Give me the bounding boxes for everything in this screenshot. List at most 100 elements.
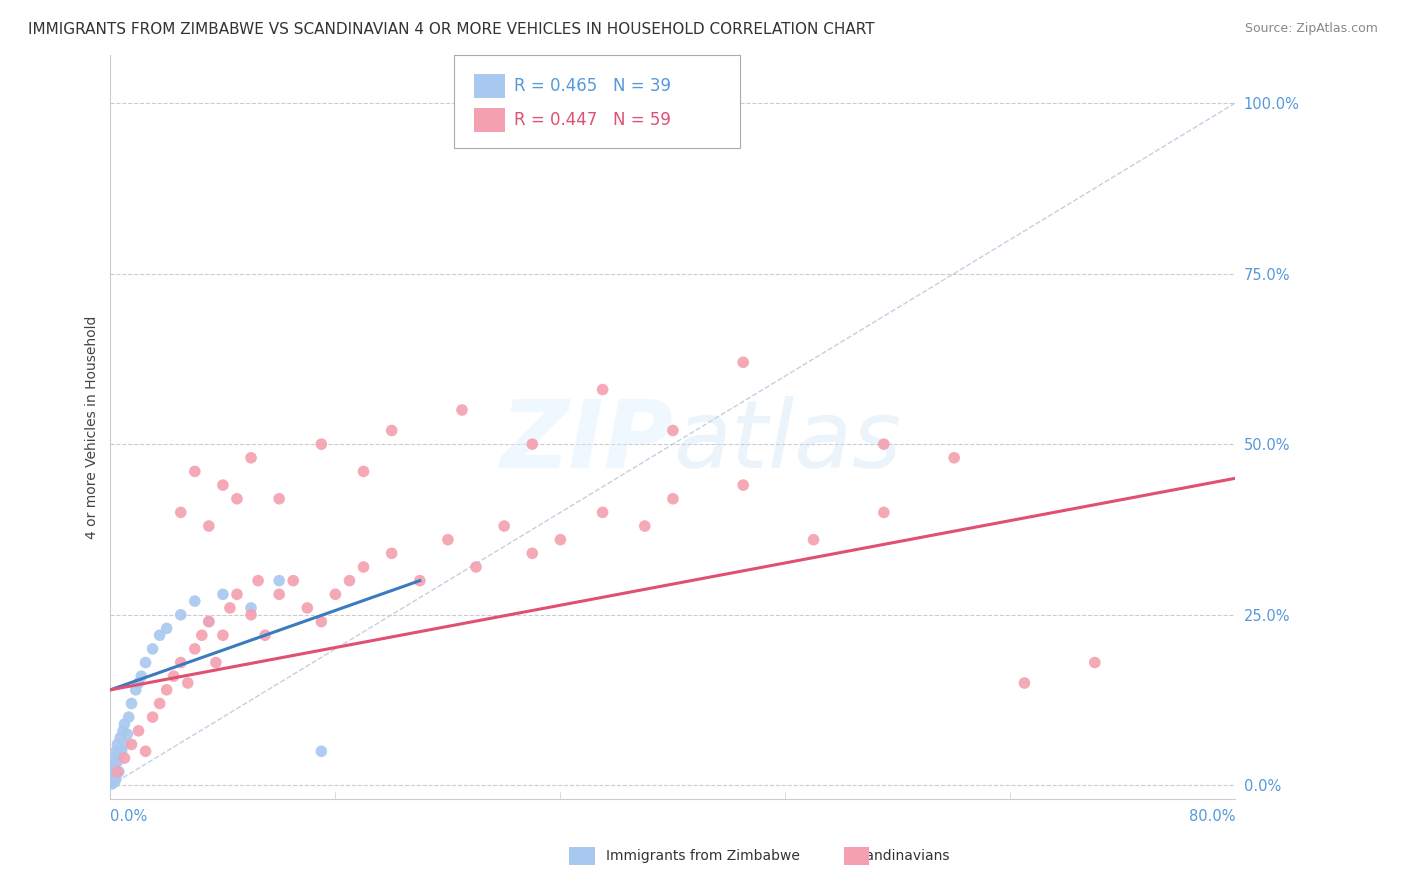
Point	[311, 437, 333, 451]
Point	[191, 628, 214, 642]
Point	[112, 723, 135, 738]
Point	[101, 777, 124, 791]
Point	[163, 669, 186, 683]
Point	[247, 574, 270, 588]
Point	[226, 491, 249, 506]
Point	[121, 697, 143, 711]
Text: Immigrants from Zimbabwe: Immigrants from Zimbabwe	[606, 849, 800, 863]
Point	[269, 574, 291, 588]
Point	[108, 747, 131, 762]
Point	[105, 744, 128, 758]
Point	[101, 775, 124, 789]
Point	[104, 751, 127, 765]
Point	[803, 533, 825, 547]
Text: R = 0.447   N = 59: R = 0.447 N = 59	[515, 111, 671, 128]
Point	[522, 437, 544, 451]
Text: ZIP: ZIP	[501, 396, 673, 488]
Bar	[474, 108, 505, 132]
Point	[104, 761, 127, 775]
Point	[283, 574, 305, 588]
Point	[592, 505, 614, 519]
Point	[149, 697, 172, 711]
Point	[311, 615, 333, 629]
FancyBboxPatch shape	[454, 55, 741, 148]
Text: 0.0%: 0.0%	[111, 809, 148, 824]
Point	[311, 744, 333, 758]
Point	[733, 478, 755, 492]
Point	[1014, 676, 1036, 690]
Point	[135, 656, 157, 670]
Point	[103, 768, 125, 782]
Point	[733, 355, 755, 369]
Point	[592, 383, 614, 397]
Point	[240, 601, 263, 615]
Point	[156, 682, 179, 697]
Point	[240, 607, 263, 622]
Point	[104, 768, 127, 782]
Text: IMMIGRANTS FROM ZIMBABWE VS SCANDINAVIAN 4 OR MORE VEHICLES IN HOUSEHOLD CORRELA: IMMIGRANTS FROM ZIMBABWE VS SCANDINAVIAN…	[28, 22, 875, 37]
Point	[226, 587, 249, 601]
Point	[149, 628, 172, 642]
Point	[156, 621, 179, 635]
Point	[269, 587, 291, 601]
Point	[381, 424, 404, 438]
Point	[103, 758, 125, 772]
Point	[212, 478, 235, 492]
Point	[177, 676, 200, 690]
Point	[107, 738, 129, 752]
Point	[662, 491, 685, 506]
Point	[114, 717, 136, 731]
Point	[117, 727, 139, 741]
Point	[662, 424, 685, 438]
Point	[170, 607, 193, 622]
Point	[219, 601, 242, 615]
Point	[111, 744, 134, 758]
Point	[184, 641, 207, 656]
Point	[198, 519, 221, 533]
Point	[128, 723, 150, 738]
Point	[269, 491, 291, 506]
Point	[465, 560, 488, 574]
Text: 80.0%: 80.0%	[1189, 809, 1236, 824]
Point	[451, 403, 474, 417]
Y-axis label: 4 or more Vehicles in Household: 4 or more Vehicles in Household	[86, 316, 100, 539]
Point	[110, 731, 132, 745]
Point	[943, 450, 966, 465]
Point	[339, 574, 361, 588]
Point	[550, 533, 572, 547]
Point	[873, 437, 896, 451]
Point	[240, 450, 263, 465]
Point	[325, 587, 347, 601]
Point	[125, 682, 148, 697]
Point	[437, 533, 460, 547]
Point	[131, 669, 153, 683]
Point	[128, 676, 150, 690]
Point	[634, 519, 657, 533]
Point	[114, 751, 136, 765]
Point	[107, 764, 129, 779]
Point	[297, 601, 319, 615]
Point	[104, 775, 127, 789]
Point	[381, 546, 404, 560]
Point	[105, 772, 128, 786]
Point	[522, 546, 544, 560]
Text: atlas: atlas	[673, 396, 901, 487]
Point	[409, 574, 432, 588]
Point	[198, 615, 221, 629]
Point	[118, 710, 141, 724]
Point	[494, 519, 516, 533]
Point	[212, 628, 235, 642]
Point	[212, 587, 235, 601]
Point	[254, 628, 277, 642]
Point	[107, 755, 129, 769]
Point	[353, 465, 375, 479]
Point	[353, 560, 375, 574]
Point	[103, 764, 125, 779]
Point	[184, 594, 207, 608]
Point	[170, 656, 193, 670]
Point	[873, 505, 896, 519]
Point	[184, 465, 207, 479]
Point	[198, 615, 221, 629]
Bar	[474, 74, 505, 97]
Point	[135, 744, 157, 758]
